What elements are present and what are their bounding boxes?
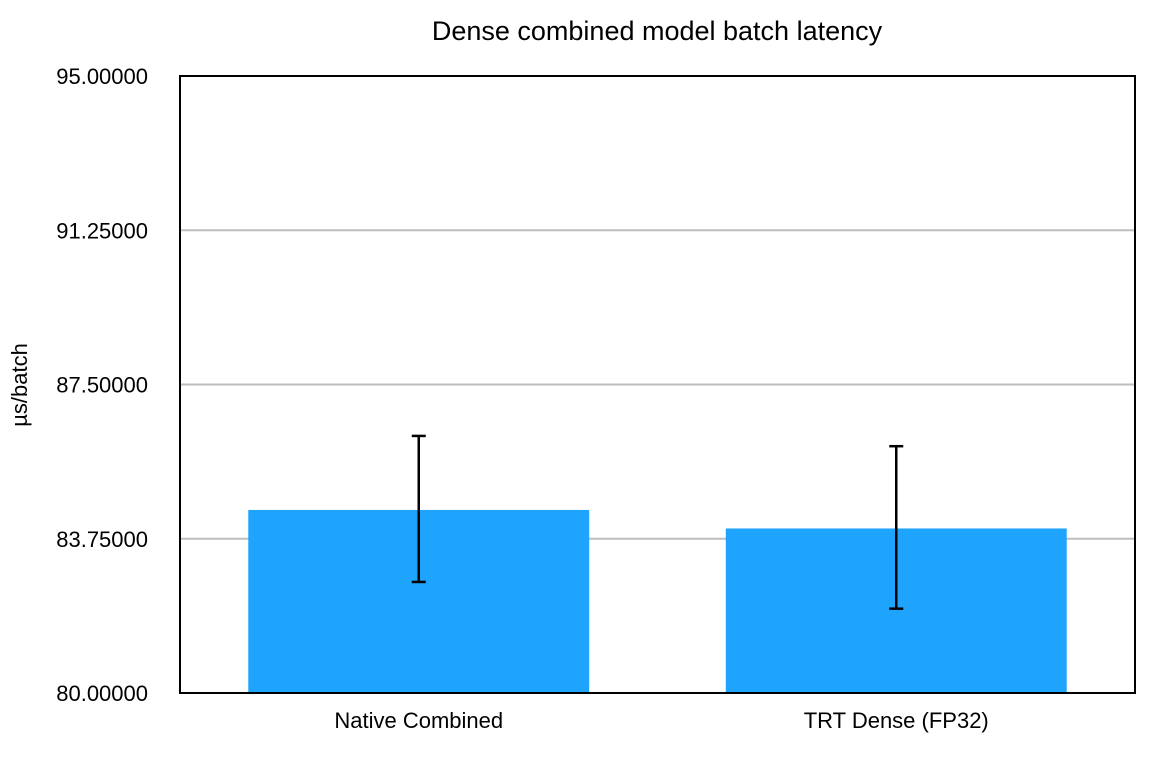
- y-tick-labels: 80.00000 83.75000 87.50000 91.25000 95.00000: [56, 64, 148, 706]
- y-tick-label: 87.50000: [56, 373, 148, 398]
- y-axis-label: µs/batch: [7, 343, 32, 427]
- grid-layer: [180, 229, 1135, 540]
- y-tick-label: 91.25000: [56, 218, 148, 243]
- chart-title: Dense combined model batch latency: [432, 16, 883, 46]
- y-tick-label: 95.00000: [56, 64, 148, 89]
- y-tick-label: 80.00000: [56, 681, 148, 706]
- plot-frame: [179, 75, 1136, 694]
- error-bar: [889, 444, 904, 610]
- error-bar-layer: [411, 434, 904, 610]
- x-tick-label: Native Combined: [334, 708, 503, 733]
- y-tick-label: 83.75000: [56, 527, 148, 552]
- x-tick-labels: Native Combined TRT Dense (FP32): [334, 708, 988, 733]
- x-tick-label: TRT Dense (FP32): [804, 708, 989, 733]
- error-bar: [411, 434, 426, 584]
- bar-layer: [248, 509, 1067, 693]
